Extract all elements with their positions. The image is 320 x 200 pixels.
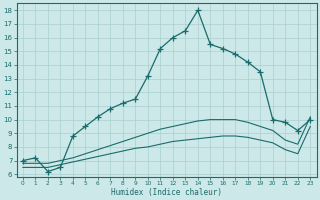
X-axis label: Humidex (Indice chaleur): Humidex (Indice chaleur) <box>111 188 222 197</box>
